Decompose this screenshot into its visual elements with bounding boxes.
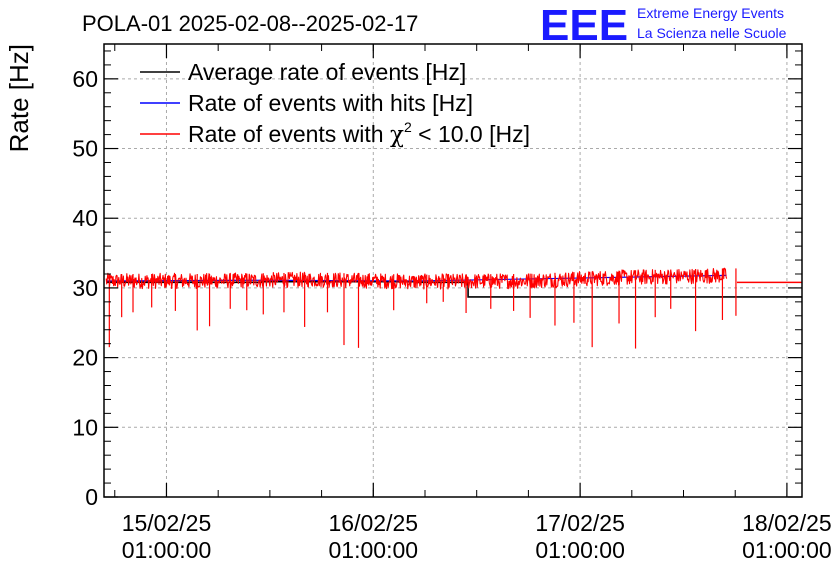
y-tick-label: 10 xyxy=(72,414,98,440)
x-tick-label-date: 16/02/25 xyxy=(329,510,419,536)
x-tick-label-time: 01:00:00 xyxy=(742,537,832,563)
legend-label-chi2: Rate of events with χ2 < 10.0 [Hz] xyxy=(188,119,530,148)
x-tick-label-date: 17/02/25 xyxy=(535,510,625,536)
series-chi2-rate-line xyxy=(105,267,728,290)
legend-label-average: Average rate of events [Hz] xyxy=(188,59,466,85)
tick-layer xyxy=(104,44,802,498)
x-tick-label-date: 15/02/25 xyxy=(122,510,212,536)
legend: Average rate of events [Hz] Rate of even… xyxy=(140,59,530,148)
x-tick-label-date: 18/02/25 xyxy=(742,510,832,536)
y-tick-label: 20 xyxy=(72,345,98,371)
logo-line-2: La Scienza nelle Scuole xyxy=(637,25,787,41)
logo-line-1: Extreme Energy Events xyxy=(637,5,784,21)
series-layer xyxy=(105,267,802,349)
grid-layer xyxy=(104,44,802,497)
logo-mark: EEE xyxy=(540,1,628,50)
x-tick-label-time: 01:00:00 xyxy=(329,537,419,563)
legend-label-hits: Rate of events with hits [Hz] xyxy=(188,90,473,116)
y-tick-label: 30 xyxy=(72,275,98,301)
y-axis-title: Rate [Hz] xyxy=(4,44,34,152)
y-tick-label: 0 xyxy=(85,484,98,510)
y-tick-label: 40 xyxy=(72,205,98,231)
plot-frame xyxy=(103,43,803,498)
x-tick-label-time: 01:00:00 xyxy=(122,537,212,563)
y-tick-label: 60 xyxy=(72,66,98,92)
chart-title: POLA-01 2025-02-08--2025-02-17 xyxy=(82,11,418,36)
eee-logo: EEE Extreme Energy Events La Scienza nel… xyxy=(540,1,787,50)
x-tick-label-time: 01:00:00 xyxy=(535,537,625,563)
y-tick-label: 50 xyxy=(72,136,98,162)
label-layer: 010203040506015/02/2501:00:0016/02/2501:… xyxy=(72,66,831,563)
